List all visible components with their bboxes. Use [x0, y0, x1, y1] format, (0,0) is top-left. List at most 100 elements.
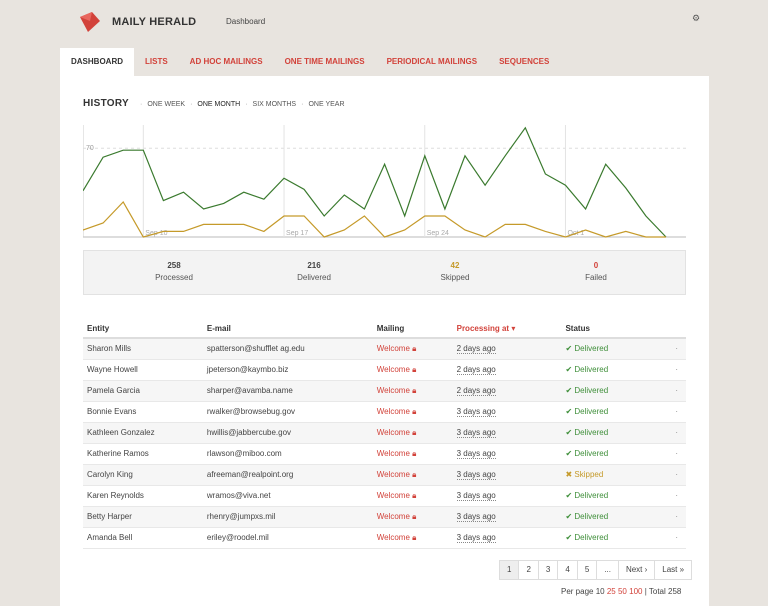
- range-one-year[interactable]: ONE YEAR: [308, 101, 345, 108]
- row-mailing-link[interactable]: Welcome: [376, 469, 410, 479]
- maily-logo-icon[interactable]: [78, 11, 102, 33]
- row-menu-icon[interactable]: ·: [671, 338, 686, 360]
- tab-one-time-mailings[interactable]: ONE TIME MAILINGS: [284, 57, 365, 66]
- row-processed-at: 2 days ago: [452, 338, 562, 360]
- gear-icon[interactable]: ⚙: [692, 13, 701, 23]
- range-one-month[interactable]: ONE MONTH: [197, 101, 241, 108]
- row-email: sharper@avamba.name: [202, 380, 373, 402]
- table-row[interactable]: Betty Harper rhenry@jumpxs.mil Welcome 🔒︎ 3…: [83, 506, 686, 528]
- column-email[interactable]: E-mail: [202, 319, 373, 339]
- page-3[interactable]: 3: [539, 561, 559, 579]
- table-row[interactable]: Karen Reynolds wramos@viva.net Welcome 🔒︎ 3…: [83, 485, 686, 507]
- row-mailing-link[interactable]: Welcome: [376, 490, 410, 500]
- tab-periodical-mailings[interactable]: PERIODICAL MAILINGS: [386, 57, 478, 66]
- range-one-week[interactable]: ONE WEEK: [147, 101, 186, 108]
- row-mailing[interactable]: Welcome 🔒︎: [372, 401, 453, 423]
- row-email: hwillis@jabbercube.gov: [202, 422, 373, 444]
- row-menu-icon[interactable]: ·: [671, 527, 686, 549]
- column-mailing[interactable]: Mailing: [372, 319, 453, 339]
- row-mailing-link[interactable]: Welcome: [376, 364, 410, 374]
- row-mailing[interactable]: Welcome 🔒︎: [372, 527, 453, 549]
- last-page-button[interactable]: Last »: [662, 565, 685, 574]
- page-4[interactable]: 4: [558, 561, 578, 579]
- row-mailing-link[interactable]: Welcome: [376, 343, 410, 353]
- row-email: rhenry@jumpxs.mil: [202, 506, 373, 528]
- row-mailing-link[interactable]: Welcome: [376, 427, 410, 437]
- row-mailing[interactable]: Welcome 🔒︎: [372, 380, 453, 402]
- column-actions: [671, 319, 686, 339]
- row-mailing[interactable]: Welcome 🔒︎: [372, 443, 453, 465]
- series-line-1: [83, 201, 666, 238]
- row-email: rlawson@miboo.com: [202, 443, 373, 465]
- row-menu-icon[interactable]: ·: [671, 401, 686, 423]
- separator-dot: ·: [140, 101, 143, 108]
- row-menu-icon[interactable]: ·: [671, 443, 686, 465]
- lock-icon: 🔒︎: [412, 469, 417, 479]
- row-status: ✔ Delivered: [561, 506, 672, 528]
- column-entity[interactable]: Entity: [83, 319, 203, 339]
- table-row[interactable]: Carolyn King afreeman@realpoint.org Welcom…: [83, 464, 686, 486]
- stat-processed: 258 Processed: [124, 261, 224, 282]
- page-1[interactable]: 1: [500, 561, 520, 579]
- lock-icon: 🔒︎: [412, 406, 417, 416]
- page-2[interactable]: 2: [519, 561, 539, 579]
- brand-name[interactable]: MAILY HERALD: [112, 16, 197, 28]
- row-mailing[interactable]: Welcome 🔒︎: [372, 338, 453, 360]
- row-mailing[interactable]: Welcome 🔒︎: [372, 422, 453, 444]
- next-page-button[interactable]: Next ›: [619, 561, 656, 579]
- row-mailing-link[interactable]: Welcome: [376, 406, 410, 416]
- table-row[interactable]: Kathleen Gonzalez hwillis@jabbercube.gov W…: [83, 422, 686, 444]
- stat-processed-label: Processed: [155, 273, 193, 282]
- row-menu-icon[interactable]: ·: [671, 422, 686, 444]
- row-menu-icon[interactable]: ·: [671, 380, 686, 402]
- per-page-25[interactable]: 25: [606, 587, 616, 596]
- stat-failed-value: 0: [593, 261, 599, 270]
- lock-icon: 🔒︎: [412, 448, 417, 458]
- row-menu-icon[interactable]: ·: [671, 359, 686, 381]
- row-email: wramos@viva.net: [202, 485, 373, 507]
- table-body: Sharon Mills spatterson@shufflet ag.edu We…: [83, 338, 686, 549]
- row-entity: Pamela Garcia: [83, 380, 203, 402]
- table-row[interactable]: Wayne Howell jpeterson@kaymbo.biz Welcome …: [83, 359, 686, 381]
- row-mailing[interactable]: Welcome 🔒︎: [372, 485, 453, 507]
- page-5[interactable]: 5: [578, 561, 598, 579]
- per-page-10[interactable]: 10: [595, 587, 605, 596]
- table-row[interactable]: Katherine Ramos rlawson@miboo.com Welcome …: [83, 443, 686, 465]
- check-icon: ✔: [565, 449, 573, 458]
- stat-processed-value: 258: [167, 261, 181, 270]
- row-mailing-link[interactable]: Welcome: [376, 385, 410, 395]
- per-page-50[interactable]: 50: [617, 587, 627, 596]
- row-status-label: Delivered: [574, 533, 609, 542]
- row-entity: Karen Reynolds: [83, 485, 203, 507]
- tab-ad-hoc-mailings[interactable]: AD HOC MAILINGS: [189, 57, 263, 66]
- row-status-label: Delivered: [574, 386, 609, 395]
- tab-dashboard[interactable]: DASHBOARD: [60, 48, 134, 76]
- table-row[interactable]: Pamela Garcia sharper@avamba.name Welcome …: [83, 380, 686, 402]
- column-processing-at-label: Processing at: [456, 323, 510, 333]
- table-row[interactable]: Bonnie Evans rwalker@browsebug.gov Welcome…: [83, 401, 686, 423]
- row-status: ✔ Delivered: [561, 443, 672, 465]
- row-menu-icon[interactable]: ·: [671, 485, 686, 507]
- row-processed-at: 3 days ago: [452, 506, 562, 528]
- row-mailing-link[interactable]: Welcome: [376, 511, 410, 521]
- table-row[interactable]: Sharon Mills spatterson@shufflet ag.edu We…: [83, 338, 686, 360]
- tab-sequences[interactable]: SEQUENCES: [499, 57, 550, 66]
- row-mailing[interactable]: Welcome 🔒︎: [372, 359, 453, 381]
- check-icon: ✔: [565, 365, 573, 374]
- range-six-months[interactable]: SIX MONTHS: [252, 101, 297, 108]
- check-icon: ✔: [565, 344, 573, 354]
- check-icon: ✔: [565, 533, 573, 542]
- row-mailing[interactable]: Welcome 🔒︎: [372, 506, 453, 528]
- row-mailing[interactable]: Welcome 🔒︎: [372, 464, 453, 486]
- row-mailing-link[interactable]: Welcome: [376, 448, 410, 458]
- table-row[interactable]: Amanda Bell eriley@roodel.mil Welcome 🔒︎ 3 …: [83, 527, 686, 549]
- tab-lists[interactable]: LISTS: [145, 57, 168, 66]
- row-menu-icon[interactable]: ·: [671, 506, 686, 528]
- row-menu-icon[interactable]: ·: [671, 464, 686, 486]
- column-status[interactable]: Status: [561, 319, 672, 339]
- row-processed-at: 3 days ago: [452, 443, 562, 465]
- column-processing-at[interactable]: Processing at ▾: [452, 319, 562, 339]
- per-page-100[interactable]: 100: [629, 587, 643, 596]
- row-mailing-link[interactable]: Welcome: [376, 532, 410, 542]
- check-icon: ✔: [565, 428, 573, 437]
